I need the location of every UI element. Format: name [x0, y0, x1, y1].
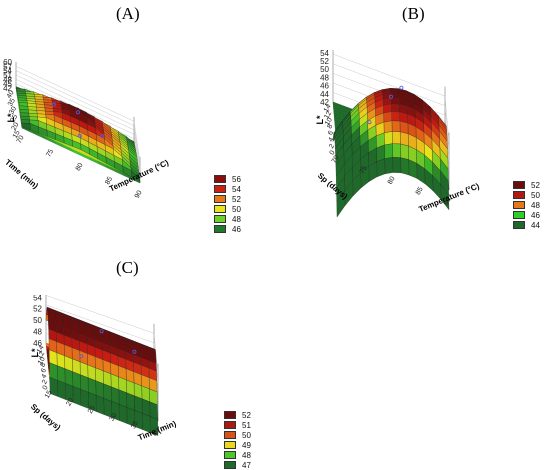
legend-entry: 48: [513, 200, 540, 210]
y-axis-label: Time (min): [3, 158, 40, 191]
legend-swatch: [513, 211, 525, 219]
legend-value: 52: [242, 411, 251, 420]
x-tick-label: 90: [134, 189, 144, 199]
legend-swatch: [224, 451, 236, 459]
legend-value: 46: [232, 225, 241, 234]
legend-swatch: [214, 185, 226, 193]
legend-value: 44: [531, 221, 540, 230]
legend-value: 56: [232, 175, 241, 184]
legend-swatch: [513, 201, 525, 209]
surface-plot-c: 56545250484615202530354002468101214L*Tim…: [30, 295, 215, 465]
legend-value: 46: [531, 211, 540, 220]
z-axis-label: L*: [6, 113, 16, 122]
x-tick-label: 75: [45, 148, 55, 158]
legend-swatch: [224, 431, 236, 439]
legend-value: 47: [242, 461, 251, 470]
legend-swatch: [224, 441, 236, 449]
legend-swatch: [513, 181, 525, 189]
surface-plot-a: 605754514845427075808590152025303540L*Te…: [0, 28, 200, 238]
legend-value: 54: [232, 185, 241, 194]
legend-entry: 52: [214, 194, 241, 204]
legend-value: 52: [232, 195, 241, 204]
z-axis-label: L*: [315, 115, 325, 124]
z-axis-label: L*: [30, 348, 40, 357]
surface-mesh: [46, 307, 158, 435]
legend-swatch: [214, 175, 226, 183]
legend-entry: 52: [513, 180, 540, 190]
legend-entry: 49: [224, 440, 251, 450]
legend-value: 51: [242, 421, 251, 430]
legend-swatch: [224, 421, 236, 429]
legend-value: 52: [531, 181, 540, 190]
x-tick-label: 85: [415, 186, 425, 196]
panel-b-label: (B): [402, 4, 425, 24]
legend-value: 50: [242, 431, 251, 440]
legend-entry: 48: [224, 450, 251, 460]
z-tick-label: 52: [33, 305, 42, 314]
surface-plot-b: 5654525048464442707580859002468101214L*T…: [315, 50, 515, 230]
legend-entry: 44: [513, 220, 540, 230]
legend-entry: 48: [214, 214, 241, 224]
z-tick-label: 50: [33, 316, 42, 325]
legend-swatch: [214, 195, 226, 203]
legend-value: 48: [232, 215, 241, 224]
legend-entry: 50: [214, 204, 241, 214]
legend-swatch: [224, 461, 236, 469]
legend-swatch: [224, 411, 236, 419]
x-tick-label: 80: [75, 162, 85, 172]
legend-entry: 54: [214, 184, 241, 194]
legend-swatch: [214, 205, 226, 213]
y-axis-label: Sp (days): [30, 402, 63, 432]
z-tick-labels: 5654525048464442: [320, 50, 329, 107]
design-point: [400, 86, 403, 89]
legend-entry: 50: [513, 190, 540, 200]
legend-swatch: [513, 191, 525, 199]
legend-swatch: [214, 215, 226, 223]
legend-entry: 46: [513, 210, 540, 220]
panel-c-label: (C): [116, 258, 139, 278]
surface-mesh: [333, 88, 449, 217]
legend-entry: 52: [224, 410, 251, 420]
legend-entry: 51: [224, 420, 251, 430]
legend-value: 50: [232, 205, 241, 214]
panel-a-label: (A): [116, 4, 140, 24]
legend-entry: 50: [224, 430, 251, 440]
legend-value: 48: [242, 451, 251, 460]
legend-value: 49: [242, 441, 251, 450]
x-tick-label: 80: [387, 175, 397, 185]
legend-swatch: [513, 221, 525, 229]
legend-entry: 56: [214, 174, 241, 184]
z-tick-label: 54: [33, 295, 42, 302]
legend-entry: 46: [214, 224, 241, 234]
legend-swatch: [214, 225, 226, 233]
z-tick-label: 48: [33, 328, 42, 337]
legend-value: 50: [531, 191, 540, 200]
legend-value: 48: [531, 201, 540, 210]
